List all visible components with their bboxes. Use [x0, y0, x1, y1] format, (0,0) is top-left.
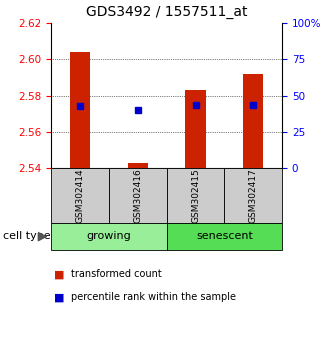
Text: ▶: ▶	[38, 230, 48, 243]
Bar	[109, 168, 167, 223]
Text: transformed count: transformed count	[71, 269, 162, 279]
Bar	[70, 52, 90, 168]
Title: GDS3492 / 1557511_at: GDS3492 / 1557511_at	[86, 5, 248, 19]
Text: percentile rank within the sample: percentile rank within the sample	[71, 292, 236, 302]
Text: GSM302417: GSM302417	[249, 168, 258, 223]
Bar	[51, 168, 109, 223]
Bar	[185, 90, 206, 168]
Bar	[224, 168, 282, 223]
Text: senescent: senescent	[196, 231, 253, 241]
Text: ■: ■	[54, 292, 65, 302]
Bar	[51, 223, 167, 250]
Text: GSM302416: GSM302416	[133, 168, 142, 223]
Bar	[243, 74, 263, 168]
Bar	[128, 163, 148, 168]
Bar	[167, 223, 282, 250]
Text: ■: ■	[54, 269, 65, 279]
Text: GSM302414: GSM302414	[76, 168, 84, 223]
Text: GSM302415: GSM302415	[191, 168, 200, 223]
Text: growing: growing	[86, 231, 131, 241]
Text: cell type: cell type	[3, 231, 51, 241]
Bar	[167, 168, 224, 223]
